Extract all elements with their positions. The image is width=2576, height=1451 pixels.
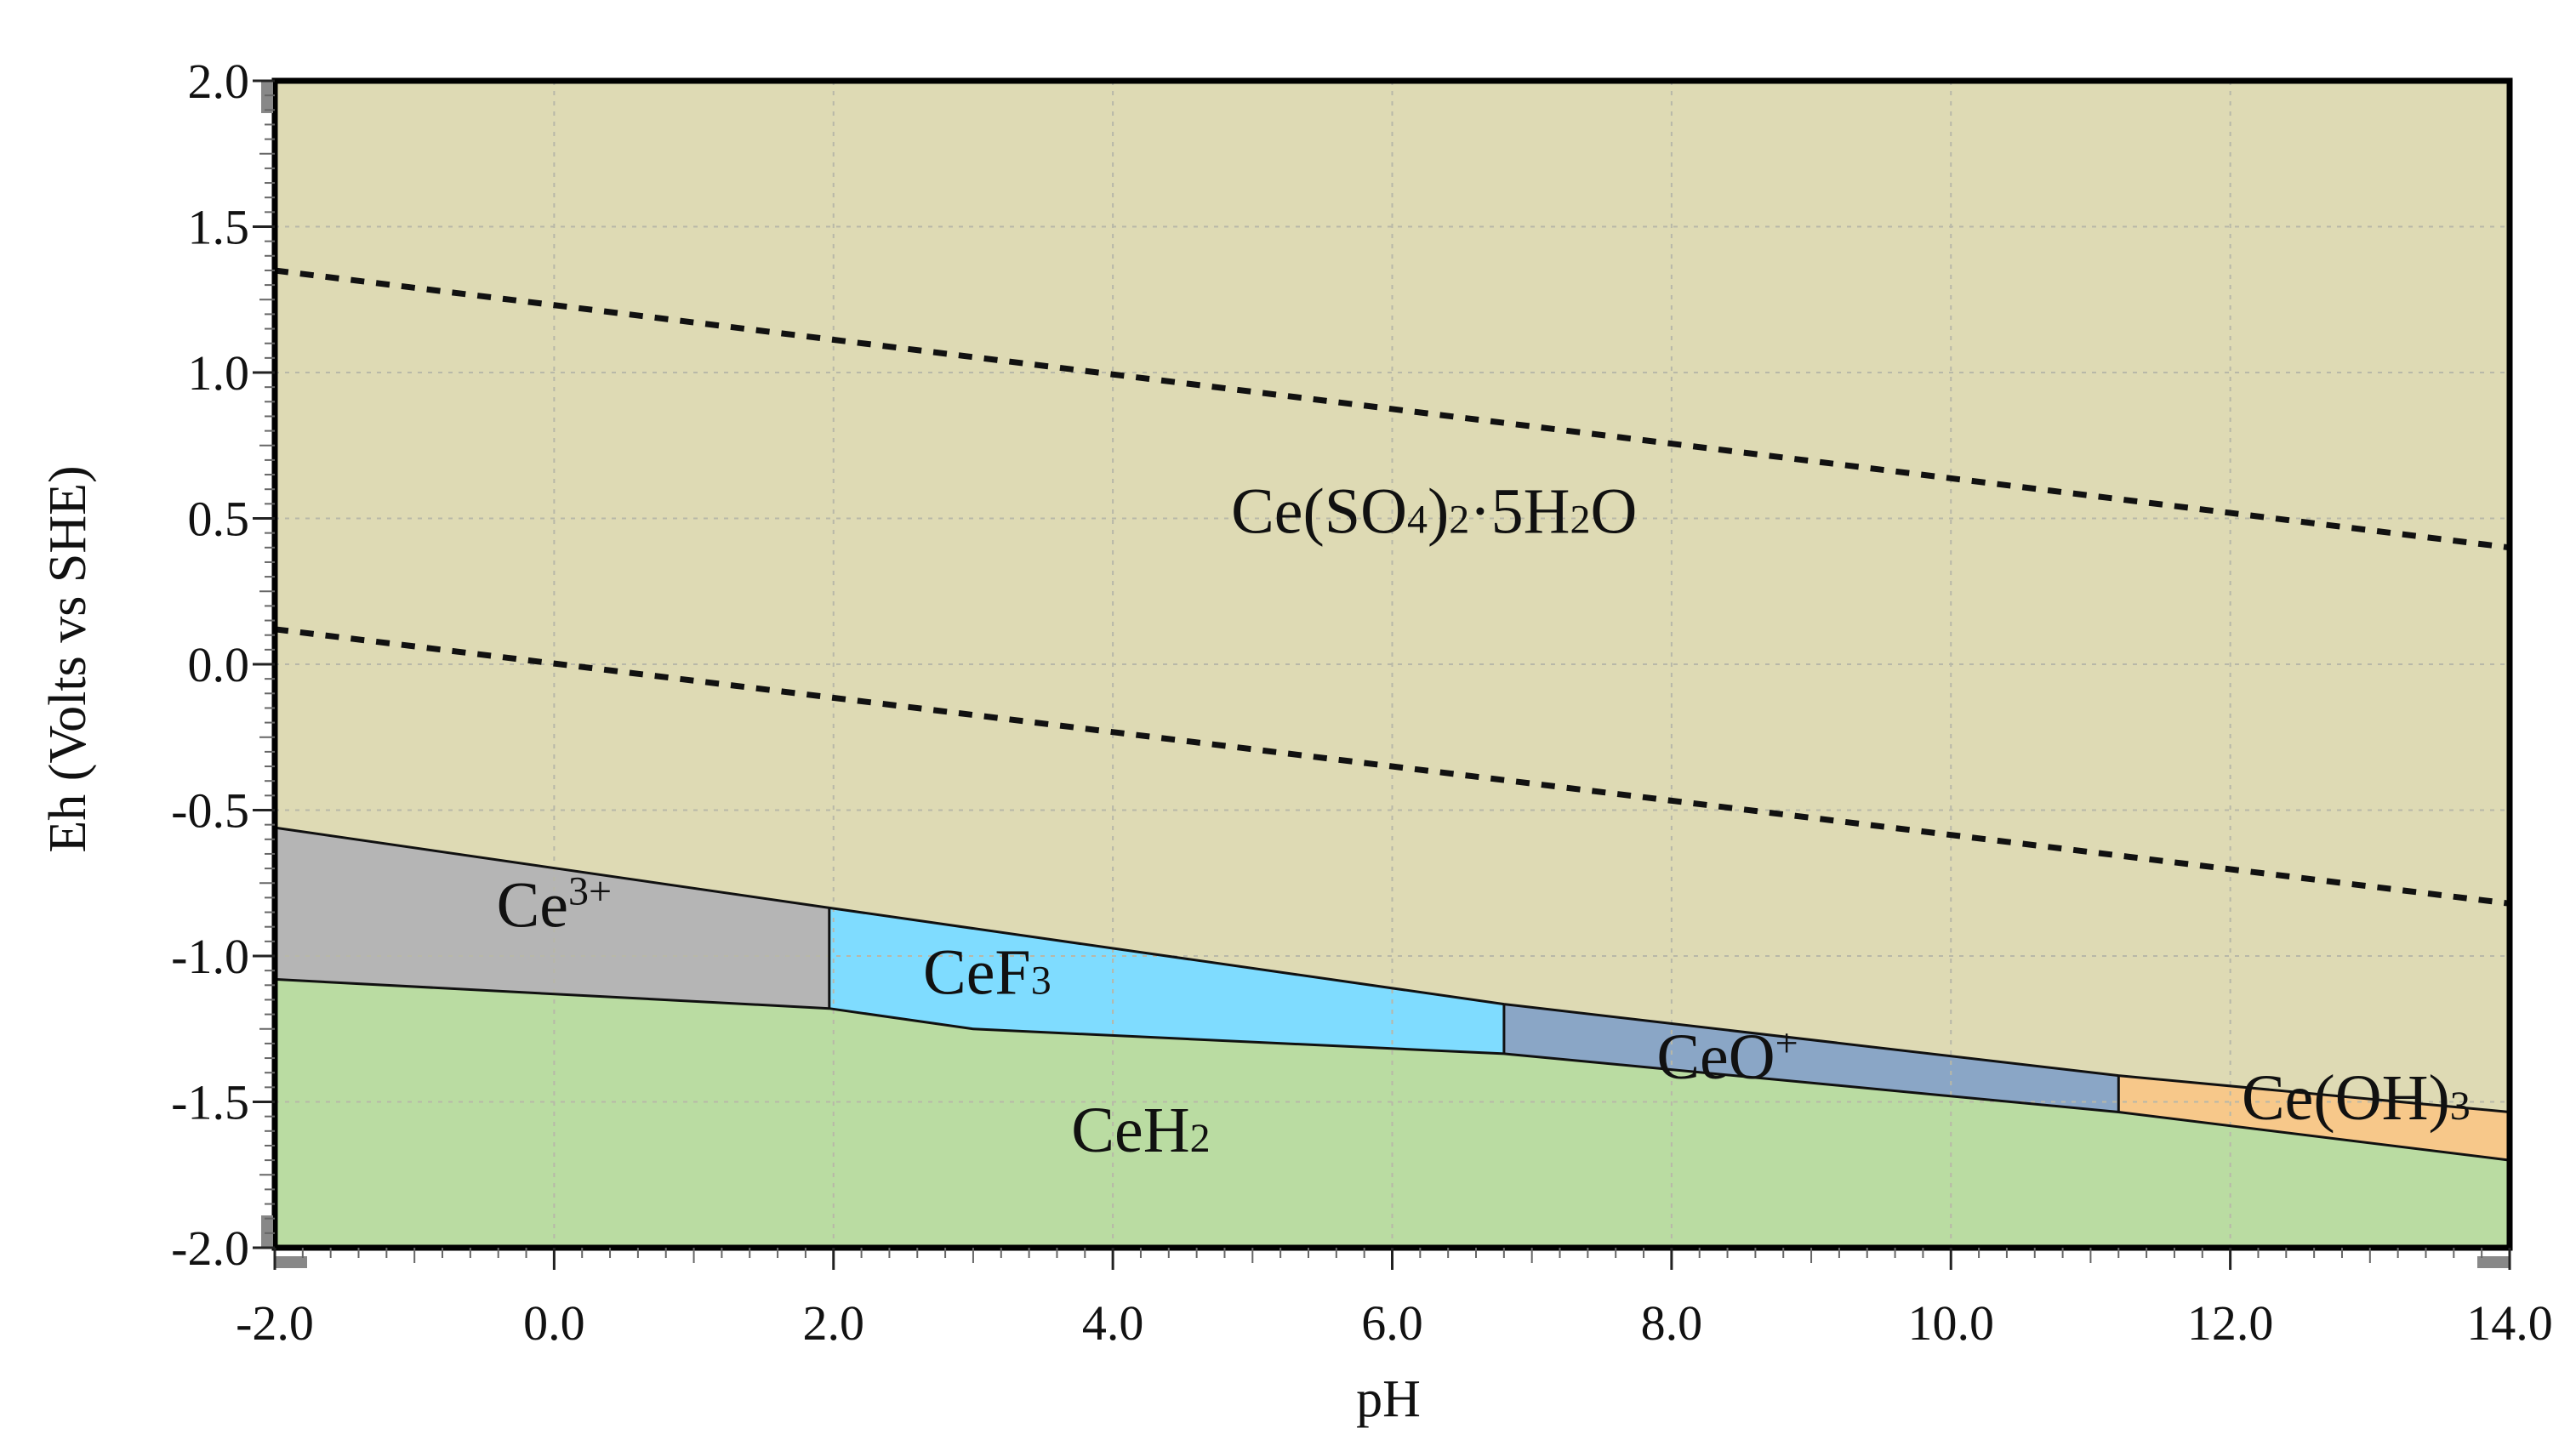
region-label-ce3: Ce3+ [497, 869, 613, 942]
region-label-ceoh3-sub: 3 [2450, 1084, 2471, 1129]
region-label-cef3-sub: 3 [1031, 959, 1051, 1004]
y-tick-label: -2.0 [171, 1221, 249, 1276]
region-ceoh3 [2118, 1075, 2510, 1161]
region-label-ce-so4-part-a: Ce(SO [1231, 476, 1407, 548]
grid-layer [275, 81, 2510, 1248]
y-tick-label: 0.5 [188, 492, 250, 547]
y-tick-label: 2.0 [188, 54, 250, 109]
x-tick-label: 8.0 [1641, 1295, 1703, 1351]
x-tick-label: 12.0 [2187, 1295, 2274, 1351]
region-label-ce-so4-part-b: ) [1428, 476, 1449, 548]
region-label-ceo: CeO+ [1656, 1021, 1798, 1093]
region-labels-layer: Ce(SO4)2·5H2O Ce3+ CeF3 CeO+ Ce(OH)3 CeH… [497, 476, 2471, 1166]
x-tick-label: 0.0 [523, 1295, 585, 1351]
region-label-ceh2-main: CeH [1071, 1095, 1189, 1166]
y-tick-label: 1.0 [188, 345, 250, 401]
x-axis-label: pH [1356, 1370, 1421, 1428]
x-tick-label: -2.0 [236, 1295, 314, 1351]
x-tick-label: 14.0 [2466, 1295, 2553, 1351]
region-label-ce-so4-part-d: O [1591, 476, 1638, 548]
y-tick-label: -1.0 [171, 929, 249, 984]
region-label-ceoh3: Ce(OH)3 [2242, 1062, 2471, 1134]
region-label-cef3: CeF3 [923, 937, 1051, 1009]
water-lines-layer [274, 267, 2510, 907]
region-cef3 [829, 908, 1504, 1054]
region-label-ceh2-sub: 2 [1190, 1116, 1211, 1161]
x-tick-label: 10.0 [1908, 1295, 1995, 1351]
y-tick-label: -1.5 [171, 1075, 249, 1130]
region-label-ceoh3-main: Ce(OH) [2242, 1062, 2450, 1134]
y-tick-label: 1.5 [188, 200, 250, 255]
x-axis-left-handle [275, 1256, 307, 1268]
y-axis-label: Eh (Volts vs SHE) [39, 465, 97, 852]
region-label-ceo-main: CeO [1656, 1021, 1775, 1093]
region-label-ce3-main: Ce [497, 870, 568, 942]
region-label-ceh2: CeH2 [1071, 1095, 1210, 1166]
y-tick-label: 0.0 [188, 637, 250, 692]
phase-boundary-1 [274, 977, 2510, 1162]
region-label-ce-so4-sub-2: 2 [1449, 498, 1469, 543]
boundaries-layer [274, 826, 2510, 1162]
ticks-layer [253, 79, 2511, 1270]
region-label-ce-so4-sub-1: 4 [1407, 498, 1428, 543]
region-label-ce-so4: Ce(SO4)2·5H2O [1231, 476, 1637, 548]
region-ceo [1503, 1004, 2119, 1112]
x-tick-label: 4.0 [1082, 1295, 1144, 1351]
region-label-ce3-sup: 3+ [568, 869, 612, 914]
x-axis-right-handle [2477, 1256, 2510, 1268]
region-label-ce-so4-part-c: ·5H [1469, 476, 1570, 548]
water-line-upper [274, 267, 2510, 551]
x-tick-label: 6.0 [1361, 1295, 1423, 1351]
region-label-ceo-sup: + [1775, 1021, 1798, 1066]
region-label-cef3-main: CeF [923, 937, 1031, 1009]
region-ce3 [275, 828, 829, 1009]
y-axis-top-handle [261, 81, 273, 113]
region-label-ce-so4-sub-3: 2 [1570, 498, 1591, 543]
y-tick-label: -0.5 [171, 783, 249, 839]
x-tick-label: 2.0 [803, 1295, 865, 1351]
tick-labels-layer: -2.0 0.0 2.0 4.0 6.0 8.0 10.0 12.0 14.0 2.0 1.5 1.0… [171, 54, 2553, 1351]
water-line-lower [274, 626, 2510, 907]
y-axis-bottom-handle [261, 1215, 273, 1248]
